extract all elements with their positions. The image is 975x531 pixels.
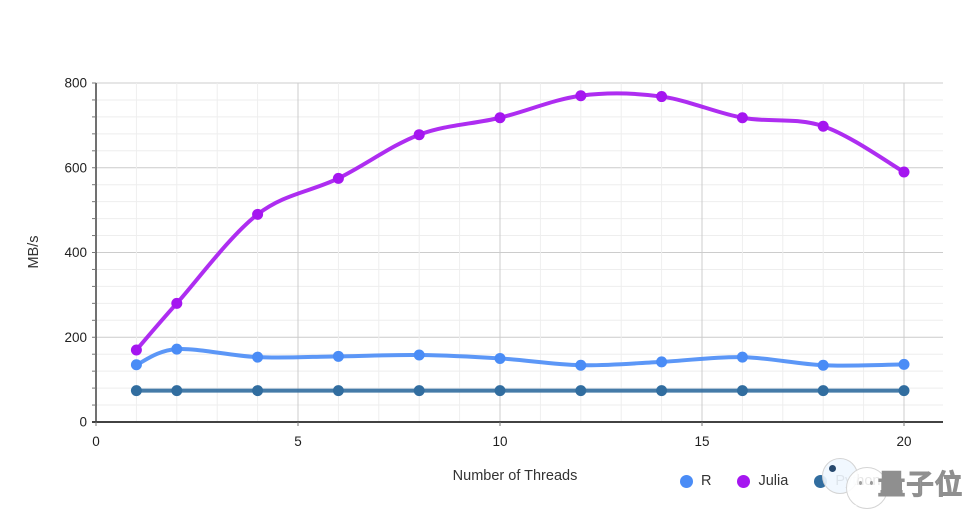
y-axis-title: MB/s	[26, 235, 42, 269]
legend-item-r: R	[680, 473, 711, 489]
legend-item-julia: Julia	[737, 473, 788, 489]
julia-series-marker	[737, 474, 751, 488]
svg-text:400: 400	[64, 245, 87, 260]
svg-text:0: 0	[79, 415, 87, 430]
r-series-marker	[680, 474, 693, 488]
svg-text:800: 800	[64, 76, 87, 91]
legend-label-julia: Julia	[758, 473, 789, 489]
svg-text:10: 10	[492, 434, 507, 449]
svg-text:15: 15	[694, 434, 709, 449]
legend-item-python: Python	[814, 473, 880, 489]
x-axis-title: Number of Threads	[452, 468, 578, 484]
legend-label-r: R	[701, 473, 712, 489]
svg-text:600: 600	[64, 160, 87, 175]
svg-text:0: 0	[92, 434, 100, 449]
python-series-marker	[814, 474, 828, 488]
svg-text:5: 5	[294, 434, 302, 449]
svg-text:20: 20	[896, 434, 911, 449]
legend-label-python: Python	[835, 473, 881, 489]
chart-legend: R Julia Python	[680, 470, 880, 492]
svg-text:200: 200	[64, 330, 87, 345]
